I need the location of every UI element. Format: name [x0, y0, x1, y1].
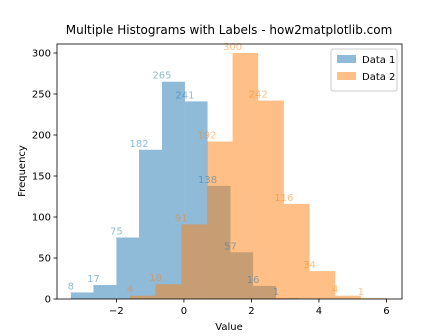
- data-label: 17: [87, 274, 100, 285]
- data-label: 138: [198, 175, 217, 186]
- histogram-bar: [155, 284, 182, 299]
- x-tick-label: −2: [109, 306, 124, 317]
- x-tick-label: 0: [181, 306, 187, 317]
- histogram-bar: [283, 203, 310, 299]
- y-tick-label: 300: [32, 49, 51, 60]
- y-axis-label: Frequency: [17, 145, 28, 197]
- histogram-bar: [258, 100, 284, 299]
- data-label: 116: [274, 193, 293, 204]
- data-label: 57: [224, 241, 237, 252]
- y-tick-label: 150: [32, 172, 51, 183]
- histogram-bar: [161, 81, 185, 299]
- y-tick-label: 0: [45, 295, 51, 306]
- data-label: 8: [68, 281, 74, 292]
- data-label: 265: [152, 71, 171, 82]
- histogram-bar: [129, 295, 156, 299]
- legend-swatch: [337, 72, 356, 80]
- data-label: 1: [358, 287, 364, 298]
- data-label: 75: [110, 227, 123, 238]
- x-tick-label: 6: [383, 306, 389, 317]
- x-axis-label: Value: [215, 322, 242, 333]
- histogram-bar: [335, 295, 361, 299]
- data-label: 18: [149, 273, 162, 284]
- histogram-bar: [181, 224, 207, 299]
- x-tick-label: 4: [316, 306, 322, 317]
- data-label: 192: [197, 131, 216, 142]
- histogram-bar: [70, 292, 94, 299]
- histogram-bar: [232, 53, 259, 300]
- histogram-bar: [116, 237, 140, 299]
- data-label: 16: [247, 275, 260, 286]
- data-label: 1: [273, 287, 279, 298]
- data-label: 241: [175, 90, 194, 101]
- axes-frame: [56, 43, 403, 300]
- legend-label: Data 2: [362, 72, 395, 83]
- data-label: 4: [127, 285, 133, 296]
- histogram-bar: [93, 285, 117, 299]
- y-tick-label: 250: [32, 90, 51, 101]
- y-tick-label: 200: [32, 131, 51, 142]
- y-tick-label: 50: [38, 254, 51, 265]
- legend-swatch: [337, 55, 356, 63]
- histogram-bar: [206, 141, 233, 299]
- data-label: 242: [249, 90, 268, 101]
- data-label: 91: [175, 213, 188, 224]
- histogram-bar: [139, 149, 162, 299]
- x-tick-label: 2: [248, 306, 254, 317]
- data-label: 4: [332, 285, 338, 296]
- legend-label: Data 1: [362, 55, 395, 66]
- y-tick-label: 100: [32, 213, 51, 224]
- histogram-bar: [309, 271, 336, 299]
- data-label: 34: [303, 260, 316, 271]
- data-label: 182: [129, 139, 148, 150]
- data-label: 300: [223, 42, 242, 53]
- chart-title: Multiple Histograms with Labels - how2ma…: [66, 23, 393, 37]
- histogram-bar: [360, 298, 387, 299]
